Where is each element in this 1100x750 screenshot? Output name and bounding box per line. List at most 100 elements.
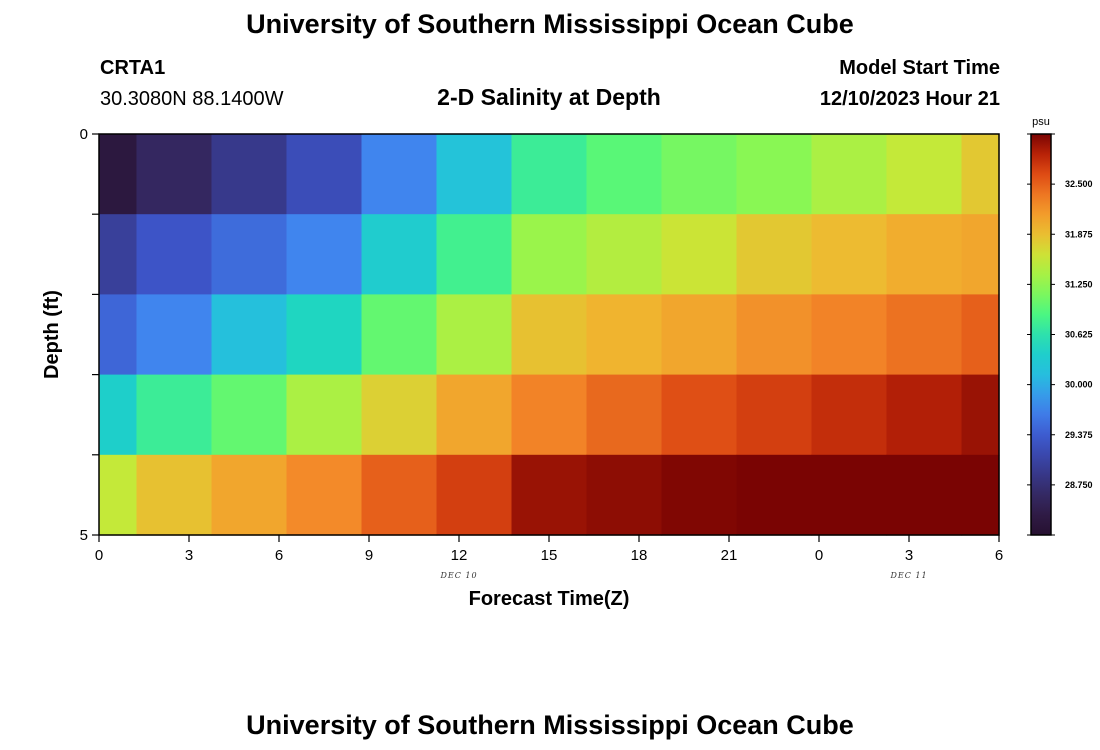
heatmap-cell: [286, 454, 363, 536]
heatmap-cell: [99, 134, 138, 215]
heatmap-cell: [961, 294, 1000, 376]
heatmap-cell: [811, 294, 888, 376]
heatmap-cell: [811, 134, 888, 215]
heatmap-cell: [99, 294, 138, 376]
x-tick-label: 15: [541, 547, 558, 564]
colorbar-unit-label: psu: [1032, 116, 1050, 128]
heatmap-cell: [586, 294, 663, 376]
colorbar-tick-label: 32.500: [1065, 179, 1093, 189]
heatmap-cell: [961, 134, 1000, 215]
heatmap-cell: [586, 454, 663, 536]
heatmap-cells: [99, 134, 1000, 536]
heatmap-cell: [961, 374, 1000, 456]
y-axis-ticks: 05: [80, 126, 99, 544]
x-tick-label: 9: [365, 547, 373, 564]
heatmap-cell: [361, 134, 438, 215]
colorbar-tick-label: 31.250: [1065, 279, 1093, 289]
station-name: CRTA1: [100, 57, 166, 79]
heatmap-cell: [586, 374, 663, 456]
x-axis-ticks: 0 3 6 9 12 15 18 21 0 3 6: [95, 535, 1003, 564]
date-label: DEC 10: [439, 571, 477, 580]
heatmap-cell: [99, 374, 138, 456]
colorbar-tick-label: 31.875: [1065, 229, 1093, 239]
heatmap-cell: [136, 454, 213, 536]
heatmap-cell: [811, 374, 888, 456]
heatmap-cell: [211, 374, 288, 456]
heatmap-cell: [886, 134, 963, 215]
heatmap-cell: [886, 374, 963, 456]
y-tick-label: 0: [80, 126, 88, 143]
heatmap-cell: [736, 454, 813, 536]
heatmap-cell: [136, 374, 213, 456]
station-coordinates: 30.3080N 88.1400W: [100, 88, 284, 110]
date-label: DEC 11: [889, 571, 927, 580]
heatmap-cell: [436, 374, 513, 456]
heatmap-cell: [811, 214, 888, 295]
heatmap-cell: [286, 214, 363, 295]
heatmap-cell: [661, 374, 738, 456]
heatmap-cell: [661, 454, 738, 536]
x-tick-label: 3: [905, 547, 913, 564]
heatmap-cell: [661, 214, 738, 295]
heatmap-cell: [661, 294, 738, 376]
salinity-heatmap-chart: 05 0 3 6 9 12 15 18 21 0 3 6 DEC 10 DEC 11 Forecast…: [41, 116, 1093, 610]
heatmap-cell: [661, 134, 738, 215]
footer-title: University of Southern Mississippi Ocean…: [246, 710, 854, 740]
heatmap-cell: [511, 214, 588, 295]
heatmap-cell: [961, 214, 1000, 295]
heatmap-cell: [136, 294, 213, 376]
heatmap-cell: [136, 134, 213, 215]
heatmap-cell: [961, 454, 1000, 536]
x-axis-title: Forecast Time(Z): [469, 588, 630, 610]
x-tick-label: 0: [815, 547, 823, 564]
heatmap-cell: [886, 454, 963, 536]
colorbar: [1030, 133, 1052, 536]
y-axis-title: Depth (ft): [41, 290, 63, 379]
heatmap-cell: [361, 294, 438, 376]
plot-title: 2-D Salinity at Depth: [437, 84, 661, 110]
heatmap-cell: [511, 134, 588, 215]
y-tick-label: 5: [80, 527, 88, 544]
heatmap-cell: [811, 454, 888, 536]
heatmap-cell: [736, 134, 813, 215]
colorbar-tick-label: 29.375: [1065, 430, 1093, 440]
heatmap-cell: [361, 454, 438, 536]
colorbar-tick-label: 30.000: [1065, 380, 1093, 390]
heatmap-cell: [286, 134, 363, 215]
colorbar-ticks: 28.750 29.375 30.000 30.625 31.250 31.875 32.5…: [1027, 133, 1093, 536]
heatmap-cell: [136, 214, 213, 295]
heatmap-cell: [511, 374, 588, 456]
colorbar-tick-label: 30.625: [1065, 330, 1093, 340]
heatmap-cell: [736, 214, 813, 295]
heatmap-cell: [586, 214, 663, 295]
heatmap-cell: [736, 294, 813, 376]
x-tick-label: 18: [631, 547, 648, 564]
heatmap-cell: [361, 374, 438, 456]
x-tick-label: 6: [275, 547, 283, 564]
heatmap-cell: [886, 294, 963, 376]
x-tick-label: 6: [995, 547, 1003, 564]
heatmap-cell: [436, 214, 513, 295]
x-tick-label: 12: [451, 547, 468, 564]
heatmap-cell: [211, 134, 288, 215]
heatmap-cell: [886, 214, 963, 295]
heatmap-cell: [99, 214, 138, 295]
heatmap-cell: [436, 454, 513, 536]
heatmap-cell: [286, 374, 363, 456]
heatmap-cell: [286, 294, 363, 376]
x-tick-label: 3: [185, 547, 193, 564]
date-labels: DEC 10 DEC 11: [439, 571, 927, 580]
heatmap-cell: [511, 294, 588, 376]
heatmap-cell: [99, 454, 138, 536]
colorbar-tick-label: 28.750: [1065, 480, 1093, 490]
heatmap-cell: [736, 374, 813, 456]
page-title: University of Southern Mississippi Ocean…: [246, 9, 854, 39]
heatmap-cell: [511, 454, 588, 536]
heatmap-cell: [211, 454, 288, 536]
x-tick-label: 0: [95, 547, 103, 564]
model-start-label: Model Start Time: [839, 57, 1000, 79]
heatmap-cell: [211, 214, 288, 295]
model-start-value: 12/10/2023 Hour 21: [819, 88, 1000, 110]
heatmap-cell: [436, 134, 513, 215]
x-tick-label: 21: [721, 547, 738, 564]
